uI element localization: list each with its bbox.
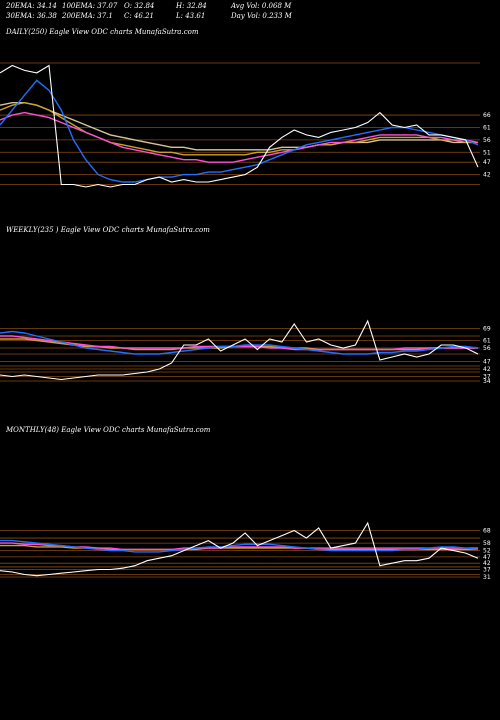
daily-price-line <box>0 64 479 188</box>
weekly-panel-label: WEEKLY(235 ) Eagle View ODC charts Munaf… <box>6 226 210 234</box>
weekly-axis-tick-2: 56 <box>483 345 491 352</box>
close-stat: C: 46.21 <box>124 12 154 20</box>
daily-panel-label: DAILY(250) Eagle View ODC charts MunafaS… <box>6 28 199 36</box>
daily-ema-blue-line <box>0 79 479 183</box>
daily-axis-tick-5: 47 <box>483 159 491 166</box>
low-stat: L: 43.61 <box>176 12 206 20</box>
daily-axis-tick-3: 56 <box>483 137 491 144</box>
open-stat: O: 32.84 <box>124 2 155 10</box>
ema20-stat: 20EMA: 34.14 <box>6 2 57 10</box>
day-vol-stat: Day Vol: 0.233 M <box>231 12 292 20</box>
monthly-axis-tick-4: 42 <box>483 560 491 567</box>
weekly-axis-tick-3: 47 <box>483 359 491 366</box>
weekly-ema-blue-line <box>0 330 479 355</box>
ema100-stat: 100EMA: 37.07 <box>62 2 118 10</box>
daily-axis-tick-6: 42 <box>483 172 491 179</box>
monthly-axis-tick-5: 37 <box>483 567 491 574</box>
ema200-stat: 200EMA: 37.1 <box>62 12 113 20</box>
monthly-panel-label: MONTHLY(48) Eagle View ODC charts Munafa… <box>6 426 211 434</box>
weekly-axis-tick-5: 37 <box>483 374 491 381</box>
weekly-axis-tick-6: 34 <box>483 378 491 384</box>
daily-ema-pink-line <box>0 111 479 163</box>
weekly-ema-pink-line <box>0 335 478 351</box>
monthly-axis-tick-3: 47 <box>483 554 491 561</box>
weekly-price-line <box>0 319 479 381</box>
daily-ema-tan-line <box>0 102 478 151</box>
monthly-axis-tick-0: 68 <box>483 528 491 535</box>
stats-header: 20EMA: 34.14 100EMA: 37.07 O: 32.84 H: 3… <box>0 0 500 24</box>
monthly-ema-blue-line <box>0 539 479 553</box>
weekly-axis-tick-0: 69 <box>483 326 491 333</box>
monthly-axis-tick-1: 58 <box>483 540 491 547</box>
daily-axis-tick-4: 51 <box>483 149 491 156</box>
daily-chart: 8666156514742 <box>0 62 491 188</box>
avg-vol-stat: Avg Vol: 0.068 M <box>231 2 292 10</box>
high-stat: H: 32.84 <box>176 2 207 10</box>
weekly-axis-tick-4: 42 <box>483 366 491 373</box>
monthly-price-line <box>0 521 479 577</box>
weekly-axis-tick-1: 61 <box>483 338 491 345</box>
daily-ema-gold-line <box>0 101 478 156</box>
daily-axis-tick-1: 66 <box>483 112 491 119</box>
daily-axis-tick-2: 61 <box>483 125 491 132</box>
ema30-stat: 30EMA: 36.38 <box>6 12 57 20</box>
monthly-axis-tick-6: 31 <box>483 574 491 580</box>
monthly-axis-tick-2: 52 <box>483 548 491 555</box>
